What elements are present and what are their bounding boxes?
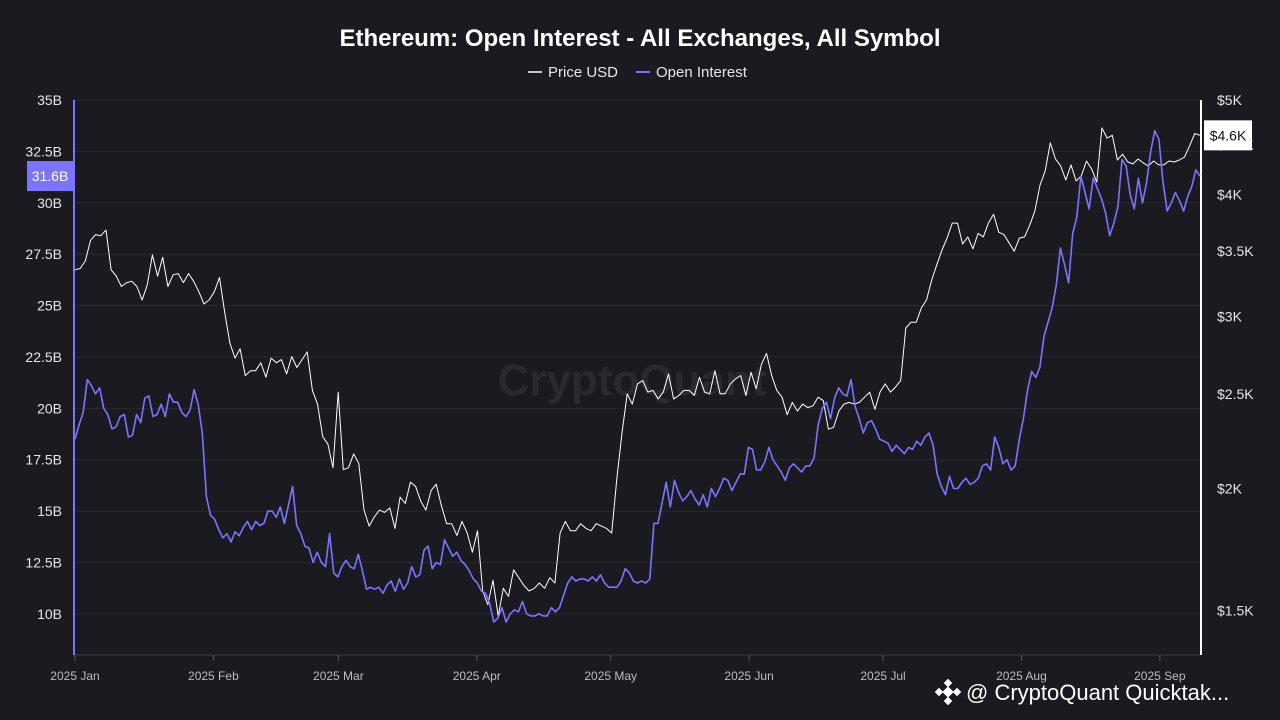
legend-price-label[interactable]: Price USD [548, 64, 618, 81]
x-tick-label: 2025 May [584, 669, 637, 683]
price-last-value-text: $4.6K [1210, 127, 1247, 143]
left-tick-label: 25B [37, 298, 62, 314]
price-last-value-badge: $4.6K [1204, 120, 1252, 151]
left-tick-label: 10B [37, 606, 62, 622]
right-tick-label: $2K [1217, 480, 1243, 496]
right-tick-label: $5K [1217, 92, 1243, 108]
axes [73, 100, 1202, 661]
price-usd-line[interactable] [74, 127, 1201, 617]
x-tick-label: 2025 Feb [188, 669, 239, 683]
left-tick-label: 35B [37, 92, 62, 108]
oi-last-value-badge: 31.6B [27, 161, 74, 192]
watermark: CryptoQuant [498, 356, 767, 405]
binance-logo-icon [934, 678, 962, 706]
x-tick-label: 2025 Mar [313, 669, 364, 683]
left-tick-label: 17.5B [25, 452, 62, 468]
legend: Price USD Open Interest [528, 64, 748, 81]
x-tick-label: 2025 Apr [453, 669, 501, 683]
x-tick-label: 2025 Aug [996, 669, 1047, 683]
right-tick-label: $4K [1217, 187, 1243, 203]
footer-text: @ CryptoQuant Quicktak... [966, 680, 1229, 705]
x-tick-label: 2025 Jan [50, 669, 99, 683]
left-tick-label: 27.5B [25, 246, 62, 262]
grid [75, 99, 1200, 615]
oi-last-value-text: 31.6B [32, 168, 69, 184]
left-tick-label: 15B [37, 503, 62, 519]
x-tick-label: 2025 Jun [724, 669, 773, 683]
x-tick-label: 2025 Sep [1134, 669, 1186, 683]
left-tick-label: 20B [37, 400, 62, 416]
right-tick-label: $2.5K [1217, 386, 1254, 402]
left-tick-label: 32.5B [25, 143, 62, 159]
left-tick-label: 30B [37, 195, 62, 211]
left-tick-label: 22.5B [25, 349, 62, 365]
right-tick-label: $3K [1217, 309, 1243, 325]
open-interest-line[interactable] [74, 130, 1201, 623]
chart-title: Ethereum: Open Interest - All Exchanges,… [339, 25, 940, 52]
axis-labels: 35B 32.5B 30B 27.5B 25B 22.5B 20B 17.5B 15B 12.5B… [25, 92, 1254, 683]
footer-brand: @ CryptoQuant Quicktak... [934, 678, 1229, 706]
series [74, 127, 1201, 623]
right-tick-label: $1.5K [1217, 602, 1254, 618]
legend-oi-label[interactable]: Open Interest [656, 64, 748, 81]
left-tick-label: 12.5B [25, 555, 62, 571]
right-tick-label: $3.5K [1217, 243, 1254, 259]
x-tick-label: 2025 Jul [860, 669, 905, 683]
